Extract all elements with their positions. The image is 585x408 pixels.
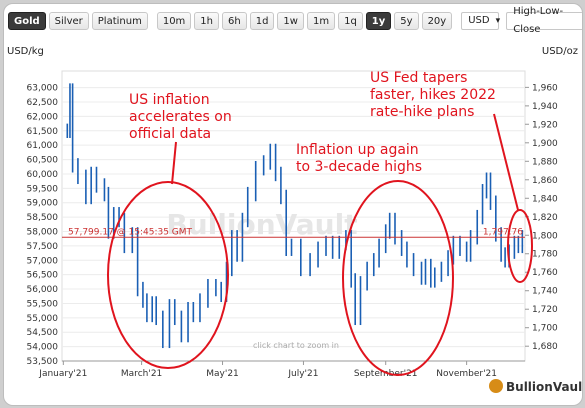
annotation-line: Inflation up again [296, 142, 419, 158]
left-tick-label: 58,000 [27, 228, 59, 238]
left-tick-label: 56,000 [27, 285, 59, 295]
annotation-line: US Fed tapers [370, 70, 467, 86]
metal-button-platinum[interactable]: Platinum [91, 12, 148, 30]
x-tick-label: March'21 [121, 369, 162, 379]
right-tick-label: 1,960 [532, 83, 558, 93]
watermark-text: BullionVault [166, 208, 357, 241]
bullionvault-logo-icon [489, 379, 503, 393]
chevron-down-icon: ▾ [495, 16, 501, 26]
right-tick-label: 1,820 [532, 213, 558, 223]
annotation-fed-tapers: US Fed tapers faster, hikes 2022 rate-hi… [370, 70, 496, 120]
zoom-hint: click chart to zoom in [253, 341, 339, 350]
left-tick-label: 62,000 [27, 112, 59, 122]
right-axis-ticks: 1,960 1,940 1,920 1,900 1,880 1,860 1,840 1,820… [525, 83, 558, 352]
left-tick-label: 54,500 [27, 328, 59, 338]
brand-name: BullionVault [506, 380, 582, 394]
left-tick-label: 56,500 [27, 271, 59, 281]
currency-select-value: USD [468, 15, 490, 26]
range-button-6h[interactable]: 6h [222, 12, 247, 30]
x-axis: January'21 March'21 May'21 July'21 September… [38, 360, 525, 379]
right-tick-label: 1,880 [532, 157, 558, 167]
brand-logo: BullionVault [489, 379, 582, 394]
x-tick-label: July'21 [287, 369, 318, 379]
left-tick-label: 58,500 [27, 213, 59, 223]
left-tick-label: 60,000 [27, 170, 59, 180]
right-tick-label: 1,940 [532, 102, 558, 112]
reference-label: 57,799.17 @ 15:45:35 GMT [68, 227, 193, 237]
right-tick-label: 1,860 [532, 176, 558, 186]
right-tick-label: 1,740 [532, 287, 558, 297]
left-tick-label: 61,000 [27, 141, 59, 151]
right-tick-label: 1,920 [532, 120, 558, 130]
metal-button-gold[interactable]: Gold [8, 12, 46, 30]
left-tick-label: 54,000 [27, 343, 59, 353]
annotation-line: to 3-decade highs [296, 159, 422, 175]
annotation-inflation-up: Inflation up again to 3-decade highs [296, 142, 422, 175]
range-button-1d[interactable]: 1d [249, 12, 275, 30]
metal-button-silver[interactable]: Silver [48, 12, 89, 30]
range-button-1m[interactable]: 1m [306, 12, 336, 30]
range-button-10m[interactable]: 10m [156, 12, 192, 30]
left-tick-label: 57,000 [27, 256, 59, 266]
left-tick-label: 53,500 [27, 357, 59, 367]
left-tick-label: 55,500 [27, 299, 59, 309]
toolbar: Gold Silver Platinum 10m 1h 6h 1d 1w 1m … [8, 6, 582, 35]
right-tick-label: 1,700 [532, 324, 558, 334]
left-axis-label: USD/kg [7, 46, 44, 57]
x-tick-label: September'21 [354, 369, 418, 379]
right-axis-label: USD/oz [542, 46, 578, 57]
annotation-pointer-december [493, 113, 519, 211]
annotation-ellipse-march [107, 181, 229, 369]
reference-right-label: 1,797.76 [483, 227, 523, 237]
annotation-line: official data [129, 126, 211, 142]
left-axis-ticks: 63,000 62,500 62,000 61,500 61,000 60,500 60,0… [27, 84, 59, 367]
right-tick-label: 1,840 [532, 194, 558, 204]
left-tick-label: 59,000 [27, 199, 59, 209]
right-tick-label: 1,800 [532, 231, 558, 241]
annotation-line: rate-hike plans [370, 104, 474, 120]
annotation-line: accelerates on [129, 109, 232, 125]
chart-card: Gold Silver Platinum 10m 1h 6h 1d 1w 1m … [3, 3, 583, 406]
range-button-1q[interactable]: 1q [338, 12, 363, 30]
left-tick-label: 57,500 [27, 242, 59, 252]
annotation-line: faster, hikes 2022 [370, 87, 496, 103]
annotation-line: US inflation [129, 92, 210, 108]
right-tick-label: 1,680 [532, 342, 558, 352]
price-chart[interactable]: USD/kg USD/oz 63,000 62,500 62,000 61,500 61… [4, 34, 582, 404]
right-tick-label: 1,780 [532, 250, 558, 260]
chart-mode-select-value: High-Low-Close [513, 6, 564, 35]
range-button-5y[interactable]: 5y [394, 12, 419, 30]
annotation-us-inflation: US inflation accelerates on official dat… [129, 92, 232, 142]
range-button-1h[interactable]: 1h [194, 12, 219, 30]
x-tick-label: May'21 [206, 369, 239, 379]
range-button-1w[interactable]: 1w [277, 12, 304, 30]
range-button-20y[interactable]: 20y [421, 12, 453, 30]
chart-mode-select[interactable]: High-Low-Close ▾ [506, 6, 582, 35]
annotation-ellipse-december [507, 209, 533, 283]
left-tick-label: 55,000 [27, 314, 59, 324]
left-tick-label: 63,000 [27, 84, 59, 94]
left-tick-label: 61,500 [27, 127, 59, 137]
left-tick-label: 59,500 [27, 184, 59, 194]
left-tick-label: 62,500 [27, 98, 59, 108]
x-tick-label: November'21 [436, 369, 497, 379]
right-tick-label: 1,720 [532, 305, 558, 315]
annotation-pointer-march [171, 141, 177, 185]
left-tick-label: 60,500 [27, 156, 59, 166]
currency-select[interactable]: USD ▾ [461, 12, 501, 30]
right-tick-label: 1,760 [532, 268, 558, 278]
annotation-ellipse-september [342, 180, 454, 376]
range-button-1y[interactable]: 1y [365, 12, 392, 30]
right-tick-label: 1,900 [532, 139, 558, 149]
x-tick-label: January'21 [38, 369, 87, 379]
